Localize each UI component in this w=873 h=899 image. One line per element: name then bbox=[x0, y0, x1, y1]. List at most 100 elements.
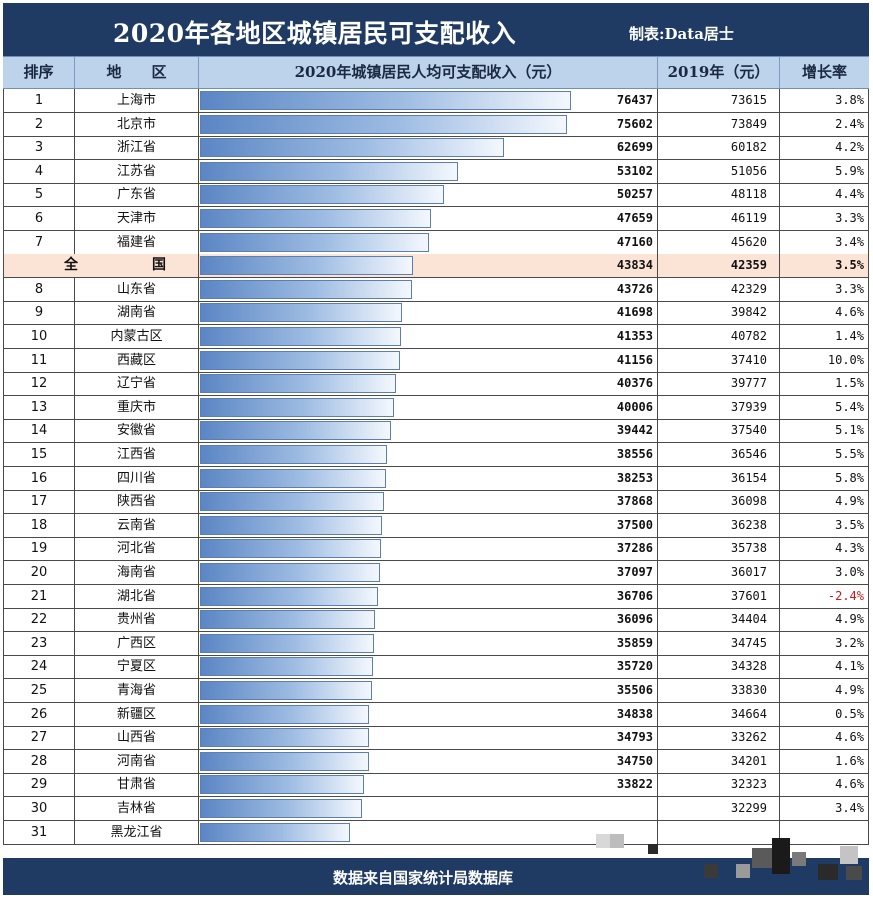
bar-value-label: 37868 bbox=[616, 494, 653, 508]
income-bar bbox=[200, 610, 375, 629]
income-bar bbox=[200, 775, 364, 794]
table-row: 12 辽宁省 40376 39777 1.5% bbox=[3, 372, 869, 396]
bar-cell: 43834 bbox=[199, 254, 658, 277]
growth-cell: 4.2% bbox=[780, 136, 869, 159]
table-row: 21 湖北省 36706 37601 -2.4% bbox=[3, 585, 869, 609]
rank-cell: 28 bbox=[3, 750, 75, 773]
bar-value-label: 39442 bbox=[616, 423, 653, 437]
rank-cell: 18 bbox=[3, 514, 75, 537]
region-cell: 上海市 bbox=[75, 89, 199, 112]
bar-cell: 41353 bbox=[199, 325, 658, 348]
bar-cell: 76437 bbox=[199, 89, 658, 112]
rank-cell: 26 bbox=[3, 703, 75, 726]
table-row: 16 四川省 38253 36154 5.8% bbox=[3, 467, 869, 491]
income-2019-cell: 37601 bbox=[658, 585, 780, 608]
region-cell: 山西省 bbox=[75, 726, 199, 749]
bar-cell: 35859 bbox=[199, 632, 658, 655]
table-row: 4 江苏省 53102 51056 5.9% bbox=[3, 160, 869, 184]
rank-cell: 7 bbox=[3, 231, 75, 254]
income-2019-cell: 34201 bbox=[658, 750, 780, 773]
table-row: 23 广西区 35859 34745 3.2% bbox=[3, 632, 869, 656]
table-row: 19 河北省 37286 35738 4.3% bbox=[3, 537, 869, 561]
header-region: 地 区 bbox=[75, 57, 199, 88]
region-cell: 海南省 bbox=[75, 561, 199, 584]
bar-value-label: 47659 bbox=[616, 211, 653, 225]
bar-value-label: 36096 bbox=[616, 612, 653, 626]
table-row: 29 甘肃省 33822 32323 4.6% bbox=[3, 773, 869, 797]
region-cell: 湖北省 bbox=[75, 585, 199, 608]
bar-cell: 50257 bbox=[199, 183, 658, 206]
growth-cell: 3.2% bbox=[780, 632, 869, 655]
growth-cell: 3.0% bbox=[780, 561, 869, 584]
rank-cell: 27 bbox=[3, 726, 75, 749]
income-bar bbox=[200, 705, 369, 724]
bar-value-label: 41156 bbox=[616, 353, 653, 367]
table-row: 15 江西省 38556 36546 5.5% bbox=[3, 443, 869, 467]
credit-label: 制表:Data居士 bbox=[629, 25, 734, 43]
income-bar bbox=[200, 398, 394, 417]
bar-value-label: 43726 bbox=[616, 282, 653, 296]
growth-cell: 4.1% bbox=[780, 655, 869, 678]
income-bar bbox=[200, 233, 429, 252]
income-2019-cell: 45620 bbox=[658, 231, 780, 254]
income-2019-cell: 39842 bbox=[658, 301, 780, 324]
income-2019-cell: 73849 bbox=[658, 113, 780, 136]
header-income-2020: 2020年城镇居民人均可支配收入（元） bbox=[199, 57, 658, 88]
table-row: 26 新疆区 34838 34664 0.5% bbox=[3, 703, 869, 727]
header-income-2019: 2019年（元） bbox=[658, 57, 780, 88]
income-2019-cell: 36546 bbox=[658, 443, 780, 466]
income-bar bbox=[200, 563, 380, 582]
region-cell: 湖南省 bbox=[75, 301, 199, 324]
table-row: 13 重庆市 40006 37939 5.4% bbox=[3, 396, 869, 420]
bar-cell: 38253 bbox=[199, 467, 658, 490]
table-row: 27 山西省 34793 33262 4.6% bbox=[3, 726, 869, 750]
region-cell: 内蒙古区 bbox=[75, 325, 199, 348]
table-row: 31 黑龙江省 bbox=[3, 821, 869, 845]
bar-value-label: 40376 bbox=[616, 376, 653, 390]
region-cell: 西藏区 bbox=[75, 349, 199, 372]
table-row: 18 云南省 37500 36238 3.5% bbox=[3, 514, 869, 538]
region-cell: 山东省 bbox=[75, 278, 199, 301]
growth-cell: 0.5% bbox=[780, 703, 869, 726]
region-cell: 贵州省 bbox=[75, 608, 199, 631]
income-bar bbox=[200, 185, 444, 204]
income-2019-cell: 32323 bbox=[658, 773, 780, 796]
bar-value-label: 38253 bbox=[616, 471, 653, 485]
table-row: 17 陕西省 37868 36098 4.9% bbox=[3, 490, 869, 514]
income-bar bbox=[200, 657, 373, 676]
rank-cell: 30 bbox=[3, 797, 75, 820]
income-2019-cell: 46119 bbox=[658, 207, 780, 230]
growth-cell: 1.6% bbox=[780, 750, 869, 773]
income-bar bbox=[200, 823, 350, 842]
bar-value-label: 43834 bbox=[616, 258, 653, 272]
income-bar bbox=[200, 516, 382, 535]
bar-cell: 37097 bbox=[199, 561, 658, 584]
growth-cell: 4.6% bbox=[780, 773, 869, 796]
income-2019-cell: 34404 bbox=[658, 608, 780, 631]
bar-cell: 43726 bbox=[199, 278, 658, 301]
growth-cell: 3.3% bbox=[780, 207, 869, 230]
region-cell: 安徽省 bbox=[75, 419, 199, 442]
growth-cell: 5.4% bbox=[780, 396, 869, 419]
table-row: 6 天津市 47659 46119 3.3% bbox=[3, 207, 869, 231]
income-2019-cell bbox=[658, 821, 780, 844]
income-2019-cell: 34664 bbox=[658, 703, 780, 726]
rank-cell: 31 bbox=[3, 821, 75, 844]
bar-cell: 41698 bbox=[199, 301, 658, 324]
rank-cell: 2 bbox=[3, 113, 75, 136]
rank-cell: 5 bbox=[3, 183, 75, 206]
growth-cell: 5.9% bbox=[780, 160, 869, 183]
income-2019-cell: 35738 bbox=[658, 537, 780, 560]
income-bar bbox=[200, 587, 378, 606]
rank-cell: 19 bbox=[3, 537, 75, 560]
income-bar bbox=[200, 752, 369, 771]
title-bar: 2020年各地区城镇居民可支配收入 制表:Data居士 bbox=[3, 3, 869, 56]
bar-cell: 35506 bbox=[199, 679, 658, 702]
bar-cell: 36706 bbox=[199, 585, 658, 608]
table-row: 8 山东省 43726 42329 3.3% bbox=[3, 278, 869, 302]
income-bar bbox=[200, 162, 458, 181]
table-row: 10 内蒙古区 41353 40782 1.4% bbox=[3, 325, 869, 349]
income-2019-cell: 33830 bbox=[658, 679, 780, 702]
region-cell: 辽宁省 bbox=[75, 372, 199, 395]
bar-cell: 47160 bbox=[199, 231, 658, 254]
